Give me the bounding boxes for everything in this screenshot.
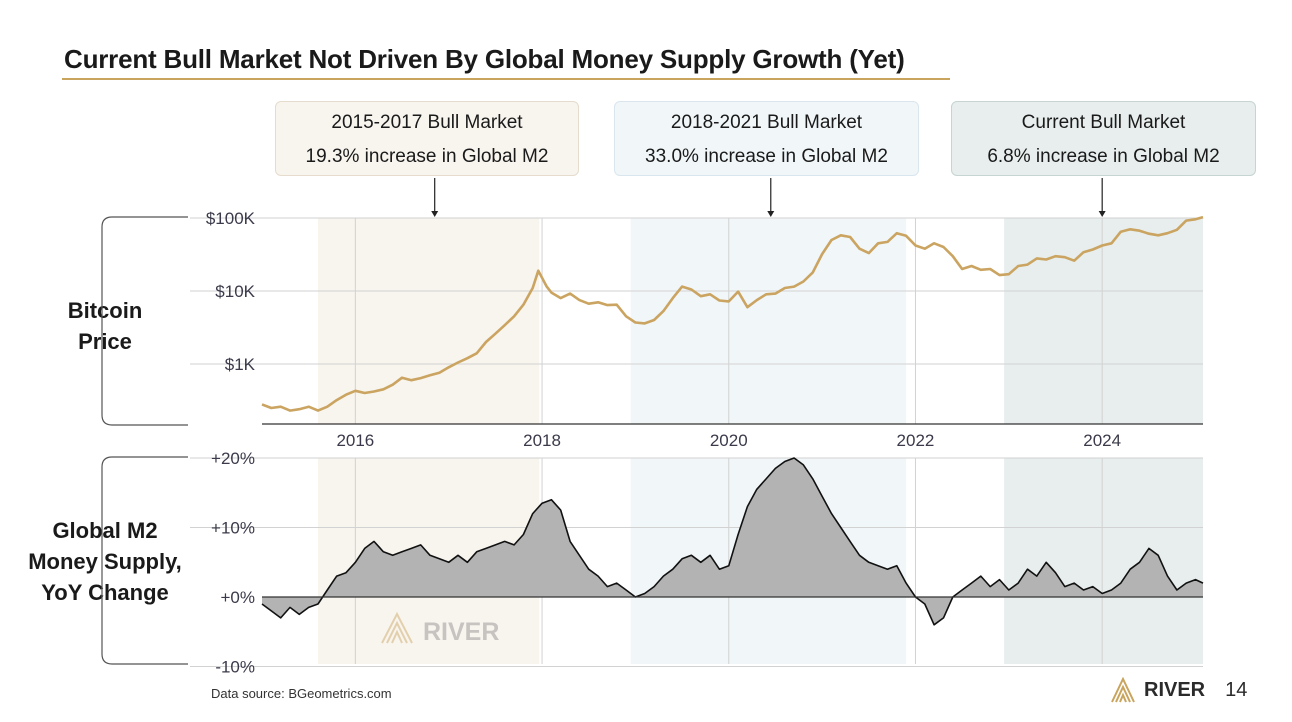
- x-tick-label: 2018: [523, 431, 561, 450]
- m2-area-fill: [262, 458, 1203, 625]
- callout-2018-2021: 2018-2021 Bull Market 33.0% increase in …: [614, 101, 919, 176]
- m2-y-tick-label: +0%: [221, 588, 256, 607]
- river-brand: RIVER 14: [1110, 677, 1247, 703]
- x-tick-label: 2024: [1083, 431, 1121, 450]
- price-y-tick-label: $100K: [206, 209, 256, 228]
- callout-subtitle: 19.3% increase in Global M2: [305, 146, 549, 167]
- m2-bracket: [101, 456, 188, 665]
- callout-arrowhead: [1098, 211, 1106, 217]
- side-label-line: Global M2: [52, 518, 158, 543]
- data-source: Data source: BGeometrics.com: [211, 686, 392, 701]
- side-label-bitcoin-price: Bitcoin Price: [55, 295, 155, 357]
- x-tick-label: 2020: [710, 431, 748, 450]
- river-watermark: RIVER: [381, 611, 499, 646]
- chart-title: Current Bull Market Not Driven By Global…: [64, 44, 905, 74]
- callout-2015-2017: 2015-2017 Bull Market 19.3% increase in …: [275, 101, 579, 176]
- side-label-line: Money Supply,: [28, 549, 182, 574]
- price-y-tick-label: $1K: [225, 355, 256, 374]
- m2-y-tick-label: -10%: [215, 658, 255, 677]
- watermark-logo-icon: [381, 611, 413, 644]
- callout-current: Current Bull Market 6.8% increase in Glo…: [951, 101, 1256, 176]
- callout-subtitle: 33.0% increase in Global M2: [645, 146, 888, 167]
- title-underline: [62, 78, 950, 80]
- callout-title: Current Bull Market: [1021, 112, 1186, 133]
- side-label-line: YoY Change: [41, 580, 169, 605]
- side-label-line: Bitcoin: [67, 298, 143, 323]
- m2-period-band: [1004, 458, 1203, 664]
- m2-series-line: [261, 457, 1204, 626]
- m2-y-tick-label: +20%: [211, 449, 255, 468]
- bitcoin-price-line: [261, 215, 1204, 412]
- bitcoin-price-bracket: [101, 216, 188, 426]
- callout-subtitle: 6.8% increase in Global M2: [987, 146, 1220, 167]
- callout-title: 2018-2021 Bull Market: [670, 112, 863, 133]
- side-label-global-m2: Global M2 Money Supply, YoY Change: [15, 515, 195, 608]
- river-logo-icon: [1111, 677, 1135, 703]
- callout-title: 2015-2017 Bull Market: [331, 112, 523, 133]
- side-label-line: Price: [78, 329, 132, 354]
- price-period-band: [630, 218, 907, 424]
- m2-y-tick-label: +10%: [211, 519, 255, 538]
- page-number: 14: [1225, 678, 1248, 701]
- watermark-text: RIVER: [423, 618, 499, 646]
- callout-arrowhead: [431, 211, 439, 217]
- callout-arrowhead: [767, 211, 775, 217]
- price-period-band: [1004, 218, 1203, 424]
- brand-name: RIVER: [1144, 678, 1206, 701]
- price-y-tick-label: $10K: [215, 282, 255, 301]
- x-tick-label: 2022: [897, 431, 935, 450]
- x-tick-label: 2016: [336, 431, 374, 450]
